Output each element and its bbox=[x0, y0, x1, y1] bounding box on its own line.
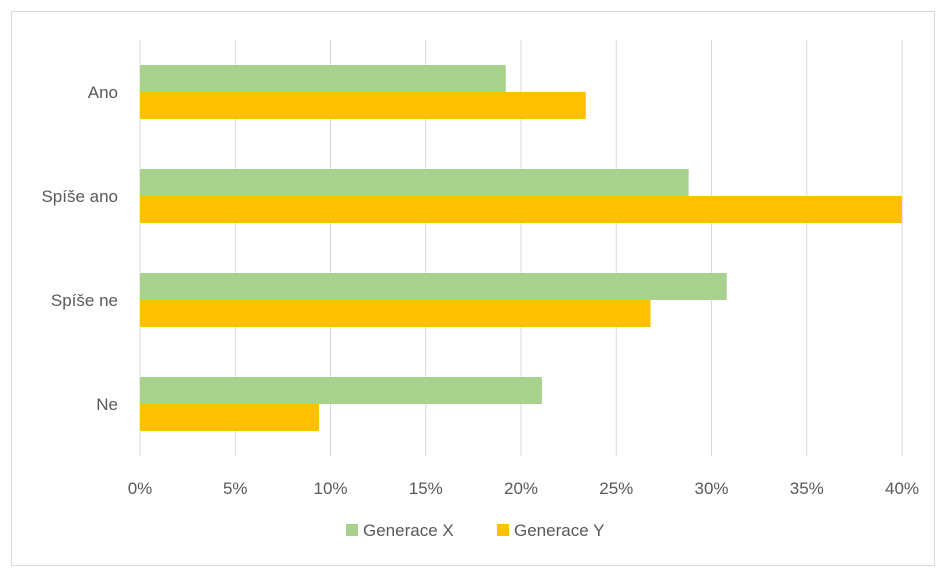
category-label: Ne bbox=[96, 395, 118, 414]
x-tick-label: 10% bbox=[313, 479, 347, 498]
legend-label: Generace X bbox=[363, 521, 454, 540]
bar-generace-x bbox=[140, 377, 542, 404]
category-labels: Ano Spíše ano Spíše ne Ne bbox=[41, 83, 118, 414]
category-label: Spíše ne bbox=[51, 291, 118, 310]
x-tick-label: 15% bbox=[409, 479, 443, 498]
bar-generace-x bbox=[140, 169, 689, 196]
x-tick-label: 25% bbox=[599, 479, 633, 498]
x-tick-label: 40% bbox=[885, 479, 919, 498]
x-tick-label: 35% bbox=[790, 479, 824, 498]
bar-generace-y bbox=[140, 404, 320, 431]
bar-generace-y bbox=[140, 196, 902, 223]
bars bbox=[140, 65, 902, 431]
bar-generace-y bbox=[140, 300, 651, 327]
bar-generace-x bbox=[140, 65, 506, 92]
x-axis-tick-labels: 0% 5% 10% 15% 20% 25% 30% 35% 40% bbox=[128, 479, 919, 498]
legend-swatch bbox=[497, 524, 509, 536]
category-label: Spíše ano bbox=[41, 187, 118, 206]
bar-generace-x bbox=[140, 273, 727, 300]
bar-generace-y bbox=[140, 92, 586, 119]
category-label: Ano bbox=[88, 83, 118, 102]
legend: Generace X Generace Y bbox=[346, 521, 604, 540]
legend-swatch bbox=[346, 524, 358, 536]
x-tick-label: 30% bbox=[694, 479, 728, 498]
x-tick-label: 5% bbox=[223, 479, 248, 498]
x-tick-label: 20% bbox=[504, 479, 538, 498]
legend-label: Generace Y bbox=[514, 521, 604, 540]
x-tick-label: 0% bbox=[128, 479, 153, 498]
